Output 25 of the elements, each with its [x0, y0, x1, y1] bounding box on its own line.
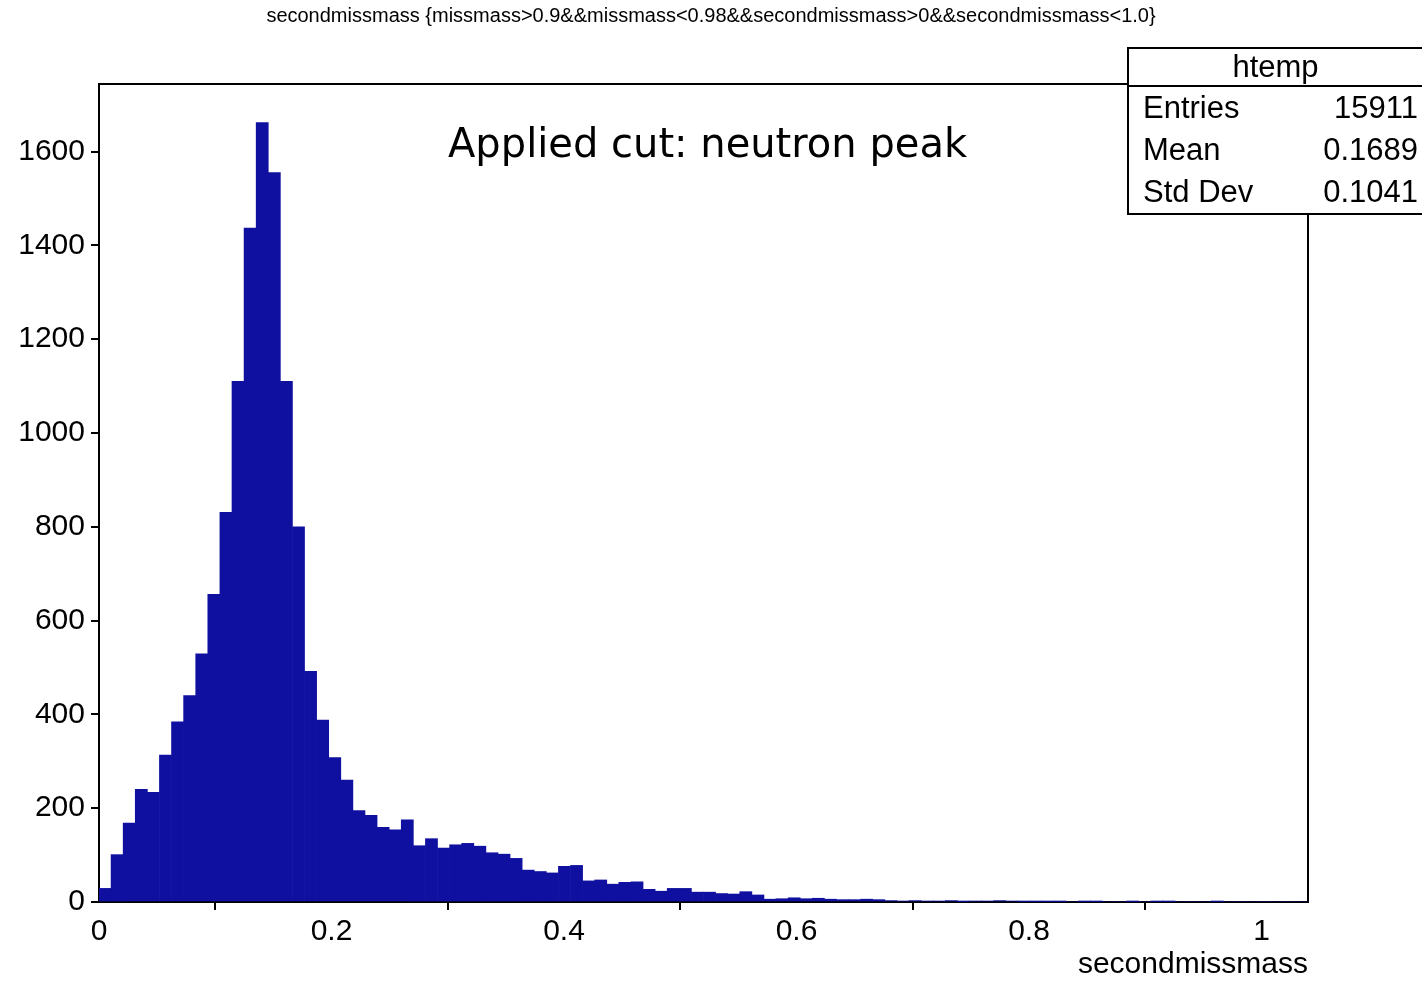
y-tick-label: 800 [34, 508, 85, 542]
text: htemp [1129, 49, 1422, 87]
x-tick-label: 1 [1253, 913, 1270, 947]
y-tick-label: 1600 [18, 132, 85, 166]
y-tick-label: 600 [34, 601, 85, 635]
y-tick-label: 400 [34, 695, 85, 729]
x-tick-label: 0.6 [775, 913, 818, 947]
chart-title: secondmissmass {missmass>0.9&&missmass<0.98&&secondmissmass>0&&secondmissmass<1.0} [265, 4, 1157, 27]
text: 0.1689 [1323, 131, 1418, 169]
x-tick-label: 0.2 [310, 913, 353, 947]
annotation: Entries [1143, 89, 1240, 127]
x-tick-label: 0.4 [543, 913, 585, 947]
y-tick-label: 1400 [18, 226, 85, 260]
annotation: Mean [1143, 131, 1221, 169]
y-tick-label: 1200 [18, 320, 85, 354]
x-axis-title: secondmissmass [1077, 946, 1308, 980]
y-tick-label: 200 [34, 789, 85, 823]
y-tick-label: 1000 [18, 414, 85, 448]
text: 15911 [1334, 89, 1418, 127]
x-tick-label: 0 [90, 913, 108, 947]
y-tick-label: 0 [68, 883, 85, 917]
annotation: Std Dev [1143, 173, 1254, 211]
x-tick-label: 0.8 [1008, 913, 1050, 947]
annotation: Applied cut: neutron peak [448, 120, 968, 166]
text: 0.1041 [1323, 173, 1418, 211]
